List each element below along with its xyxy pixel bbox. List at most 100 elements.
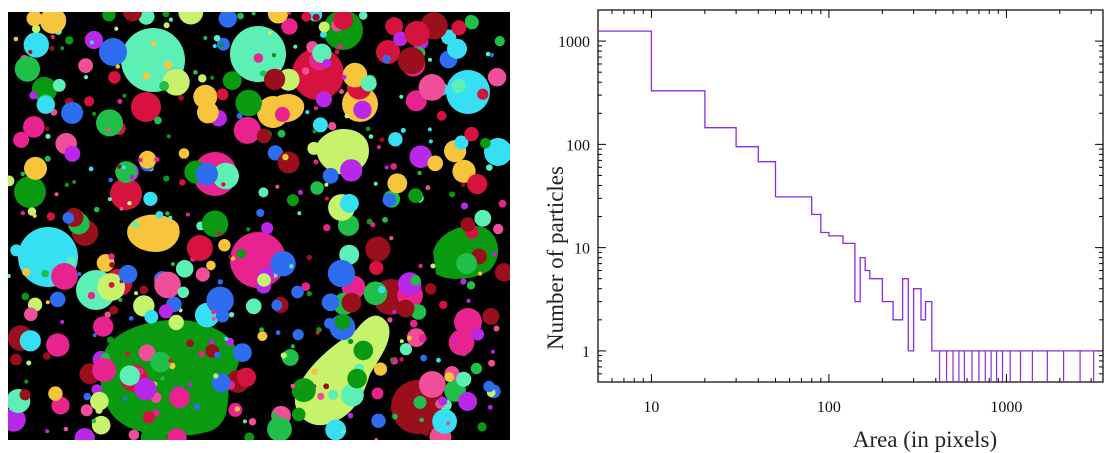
particle: [26, 360, 32, 366]
particle: [129, 175, 135, 180]
particle: [165, 211, 170, 216]
particle: [324, 196, 329, 201]
particle: [291, 285, 304, 299]
particle: [444, 372, 455, 382]
x-tick-label: 1000: [990, 399, 1022, 416]
particle: [128, 316, 134, 321]
particle: [427, 155, 444, 172]
particle: [144, 309, 159, 324]
particle: [387, 173, 408, 194]
y-tick-label: 1000: [558, 34, 590, 51]
particle: [420, 354, 427, 362]
particle: [399, 339, 404, 344]
particle: [428, 139, 433, 144]
particle: [118, 390, 138, 409]
particle: [485, 51, 491, 57]
particle: [297, 211, 302, 216]
particle: [242, 419, 247, 424]
particle: [78, 58, 93, 73]
particle: [324, 182, 329, 187]
particle: [387, 317, 393, 323]
particle: [134, 378, 157, 401]
particle: [233, 116, 261, 144]
particle: [84, 96, 95, 107]
particle: [27, 207, 37, 216]
particle: [392, 413, 398, 420]
particle: [170, 262, 175, 266]
particle: [489, 53, 494, 58]
particle: [221, 182, 226, 187]
particle: [118, 264, 138, 284]
series-line: [598, 30, 1098, 352]
particle: [92, 333, 97, 338]
particle: [122, 93, 127, 98]
particle: [23, 116, 45, 138]
particle: [248, 418, 257, 426]
y-tick-label: 100: [566, 137, 590, 154]
particle: [301, 67, 310, 75]
particle: [400, 127, 406, 133]
particle: [159, 81, 170, 91]
particle: [123, 12, 142, 22]
x-axis-title: Area (in pixels): [853, 427, 997, 452]
particle: [484, 138, 510, 166]
particle: [74, 428, 95, 440]
particle: [108, 71, 121, 84]
particle: [51, 396, 70, 415]
particle: [460, 217, 476, 232]
particle: [110, 178, 142, 210]
particle: [334, 313, 351, 330]
particle: [277, 129, 286, 138]
particle: [427, 127, 432, 132]
particle: [163, 22, 170, 29]
particle: [486, 164, 493, 171]
particle: [451, 20, 467, 36]
particle: [138, 12, 155, 25]
particle: [320, 31, 327, 38]
y-tick-label: 1: [582, 344, 590, 361]
particle: [106, 127, 111, 132]
particle: [291, 407, 306, 422]
particle: [274, 106, 290, 122]
x-tick-label: 10: [643, 399, 659, 416]
particle: [91, 415, 111, 435]
plot-frame: [597, 9, 1104, 383]
particle: [122, 397, 128, 402]
particle: [49, 291, 66, 308]
particle: [341, 74, 347, 80]
particle: [390, 357, 395, 362]
particle: [376, 40, 400, 64]
particle: [102, 12, 116, 22]
particle: [407, 335, 412, 341]
particle: [399, 343, 412, 356]
particle: [275, 330, 281, 336]
particle: [193, 84, 218, 109]
particle: [14, 56, 41, 82]
particle: [119, 206, 124, 211]
particle: [8, 274, 11, 278]
particle: [428, 57, 432, 62]
particle: [160, 376, 165, 381]
particle: [282, 153, 289, 161]
particle: [24, 156, 47, 180]
particle: [318, 21, 330, 33]
particle: [483, 380, 495, 393]
particle: [452, 338, 457, 343]
particle: [175, 260, 194, 278]
particle-segmentation-image: [8, 12, 510, 440]
particle: [158, 304, 173, 319]
particle: [261, 222, 274, 235]
particle: [142, 411, 156, 424]
particle: [94, 206, 100, 213]
particle: [490, 349, 495, 354]
particle: [436, 110, 447, 121]
particle: [260, 70, 267, 77]
particle: [169, 387, 190, 409]
particle: [363, 281, 388, 306]
particle: [292, 48, 344, 100]
particle: [131, 92, 161, 122]
particle: [186, 235, 213, 261]
particle: [456, 371, 472, 387]
particle: [379, 137, 385, 143]
particle: [368, 361, 374, 366]
